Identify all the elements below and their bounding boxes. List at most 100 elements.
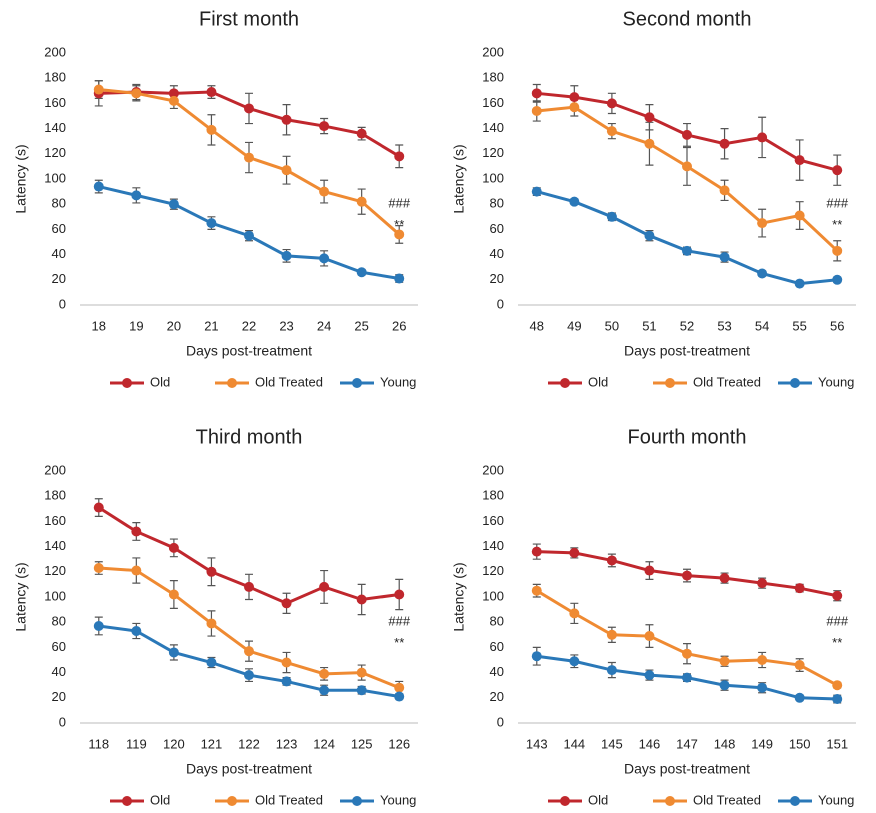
data-point bbox=[93, 563, 104, 574]
data-point bbox=[531, 651, 542, 662]
y-tick-label: 200 bbox=[482, 44, 504, 59]
x-tick-label: 49 bbox=[567, 318, 581, 333]
legend-swatch-marker bbox=[790, 378, 800, 388]
data-point bbox=[281, 657, 292, 668]
data-point bbox=[281, 250, 292, 261]
legend-label: Old bbox=[150, 374, 170, 389]
chart-panel: Fourth month Latency (s) Days post-treatme… bbox=[451, 426, 856, 807]
data-point bbox=[531, 88, 542, 99]
x-tick-label: 52 bbox=[680, 318, 694, 333]
data-point bbox=[356, 196, 367, 207]
x-tick-label: 118 bbox=[88, 736, 109, 751]
significance-annotation: ### bbox=[388, 614, 410, 629]
data-point bbox=[719, 656, 730, 667]
data-point bbox=[644, 565, 655, 576]
data-point bbox=[569, 92, 580, 103]
y-tick-label: 180 bbox=[44, 488, 66, 503]
y-tick-label: 180 bbox=[482, 70, 504, 85]
x-tick-label: 54 bbox=[755, 318, 769, 333]
data-point bbox=[531, 546, 542, 557]
data-point bbox=[394, 682, 405, 693]
y-tick-label: 20 bbox=[52, 689, 66, 704]
y-tick-label: 140 bbox=[482, 538, 504, 553]
x-tick-label: 51 bbox=[642, 318, 656, 333]
data-point bbox=[682, 161, 692, 172]
y-axis-label: Latency (s) bbox=[451, 562, 467, 631]
x-tick-label: 146 bbox=[639, 736, 661, 751]
data-point bbox=[244, 670, 254, 681]
x-tick-label: 145 bbox=[601, 736, 623, 751]
data-point bbox=[206, 566, 217, 577]
data-point bbox=[206, 87, 217, 98]
y-tick-label: 0 bbox=[497, 714, 504, 729]
data-point bbox=[394, 691, 405, 702]
legend-label: Old Treated bbox=[255, 792, 323, 807]
data-point bbox=[531, 186, 542, 197]
data-point bbox=[281, 676, 292, 687]
chart-title: Third month bbox=[196, 426, 303, 448]
series-line bbox=[536, 589, 838, 687]
data-point bbox=[569, 196, 580, 207]
data-point bbox=[281, 165, 292, 176]
data-point bbox=[682, 648, 692, 659]
data-point bbox=[168, 542, 179, 553]
data-point bbox=[356, 594, 367, 605]
y-tick-label: 200 bbox=[44, 462, 66, 477]
y-tick-label: 160 bbox=[482, 95, 504, 110]
legend-label: Old bbox=[588, 792, 608, 807]
data-point bbox=[93, 84, 104, 95]
x-tick-label: 123 bbox=[276, 736, 298, 751]
data-point bbox=[93, 181, 104, 192]
data-point bbox=[832, 274, 843, 285]
x-tick-label: 55 bbox=[792, 318, 806, 333]
significance-annotation: ### bbox=[826, 196, 848, 211]
x-tick-label: 144 bbox=[563, 736, 585, 751]
y-tick-label: 160 bbox=[44, 95, 66, 110]
data-point bbox=[131, 526, 142, 537]
data-point bbox=[394, 589, 405, 600]
data-point bbox=[356, 667, 367, 678]
legend-label: Old bbox=[588, 374, 608, 389]
y-tick-label: 60 bbox=[52, 221, 66, 236]
y-tick-label: 100 bbox=[482, 170, 504, 185]
data-point bbox=[757, 218, 768, 229]
y-tick-label: 200 bbox=[482, 462, 504, 477]
legend-label: Old bbox=[150, 792, 170, 807]
chart-title: Fourth month bbox=[628, 426, 747, 448]
y-axis-label: Latency (s) bbox=[13, 562, 29, 631]
significance-annotation: ** bbox=[832, 635, 842, 650]
y-tick-label: 180 bbox=[482, 488, 504, 503]
data-point bbox=[244, 581, 254, 592]
legend-swatch-marker bbox=[352, 378, 362, 388]
y-tick-label: 20 bbox=[490, 271, 504, 286]
data-point bbox=[719, 573, 730, 584]
significance-annotation: ** bbox=[394, 635, 404, 650]
data-point bbox=[319, 668, 330, 679]
data-point bbox=[531, 585, 542, 596]
data-point bbox=[794, 155, 805, 166]
data-point bbox=[719, 185, 730, 196]
legend-swatch-marker bbox=[352, 796, 362, 806]
x-tick-label: 143 bbox=[526, 736, 548, 751]
y-tick-label: 0 bbox=[59, 714, 66, 729]
data-point bbox=[644, 631, 655, 642]
chart-title: First month bbox=[199, 8, 299, 30]
x-tick-label: 21 bbox=[204, 318, 218, 333]
data-point bbox=[206, 124, 217, 135]
x-tick-label: 148 bbox=[714, 736, 736, 751]
data-point bbox=[281, 598, 292, 609]
x-tick-label: 18 bbox=[92, 318, 106, 333]
x-axis-label: Days post-treatment bbox=[186, 343, 312, 359]
data-point bbox=[244, 230, 254, 241]
x-tick-label: 122 bbox=[238, 736, 260, 751]
data-point bbox=[531, 105, 542, 116]
x-tick-label: 151 bbox=[826, 736, 848, 751]
data-point bbox=[644, 230, 655, 241]
data-point bbox=[606, 126, 617, 137]
data-point bbox=[682, 672, 692, 683]
data-point bbox=[168, 88, 179, 99]
y-axis-label: Latency (s) bbox=[451, 144, 467, 213]
x-tick-label: 150 bbox=[789, 736, 811, 751]
x-tick-label: 19 bbox=[129, 318, 143, 333]
data-point bbox=[244, 152, 254, 163]
